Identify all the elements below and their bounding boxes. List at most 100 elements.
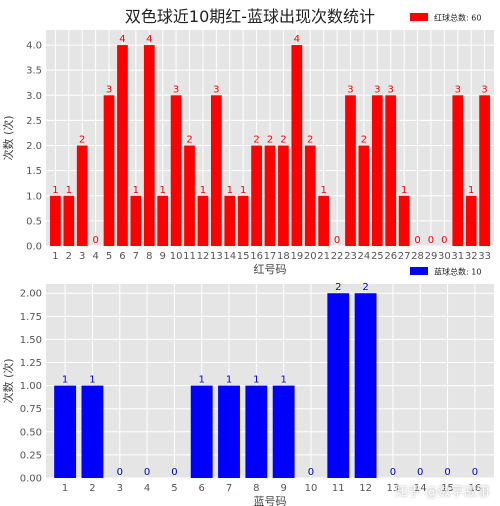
x-tick-label: 4: [144, 483, 150, 494]
y-tick-label: 1.50: [20, 335, 42, 346]
x-tick-label: 2: [66, 251, 72, 262]
bar-value-label: 3: [388, 84, 394, 95]
bar-value-label: 1: [160, 185, 166, 196]
bar: [218, 385, 240, 478]
x-axis-label: 红号码: [254, 263, 287, 276]
y-tick-label: 0.50: [20, 427, 42, 438]
bar-value-label: 3: [213, 84, 219, 95]
bar: [50, 195, 61, 246]
bar: [371, 95, 383, 246]
x-tick-label: 2: [89, 483, 95, 494]
chart-panel-2: 0.000.250.500.751.001.251.501.752.001112…: [1, 267, 494, 506]
x-tick-label: 28: [411, 251, 424, 262]
bar: [251, 145, 262, 246]
bar-value-label: 0: [390, 467, 396, 478]
x-tick-label: 19: [290, 251, 303, 262]
x-tick-label: 9: [160, 251, 166, 262]
bar-value-label: 4: [294, 34, 300, 45]
bar: [354, 293, 377, 478]
bar-value-label: 2: [361, 135, 367, 146]
x-tick-label: 4: [92, 251, 98, 262]
bar-value-label: 1: [199, 375, 205, 386]
bar: [143, 45, 155, 247]
bar-value-label: 1: [66, 185, 72, 196]
bar-value-label: 1: [89, 375, 95, 386]
x-tick-label: 24: [358, 251, 371, 262]
bar: [184, 145, 195, 246]
x-tick-label: 14: [414, 483, 427, 494]
legend-swatch: [410, 267, 428, 275]
bar-value-label: 2: [335, 282, 341, 293]
bar-value-label: 2: [186, 135, 192, 146]
bar: [170, 95, 182, 246]
bar-value-label: 1: [280, 375, 286, 386]
bar-value-label: 1: [320, 185, 326, 196]
bar: [76, 145, 88, 246]
x-tick-label: 29: [425, 251, 438, 262]
bar-value-label: 1: [253, 375, 259, 386]
bar: [157, 195, 169, 246]
y-tick-label: 0.75: [20, 404, 42, 415]
bar: [272, 385, 295, 478]
bar: [398, 195, 410, 246]
bar: [358, 145, 370, 246]
chart-panel-1: 0.00.51.01.52.02.53.03.54.01112230435461…: [1, 13, 494, 276]
bar-value-label: 0: [144, 467, 150, 478]
bar: [465, 195, 477, 246]
bar-value-label: 3: [455, 84, 461, 95]
x-tick-label: 16: [250, 251, 263, 262]
bar: [264, 145, 276, 246]
bar: [237, 195, 249, 246]
bar-value-label: 0: [334, 235, 340, 246]
bar: [291, 45, 303, 247]
bar-value-label: 1: [227, 185, 233, 196]
x-tick-label: 25: [371, 251, 384, 262]
bar-value-label: 0: [417, 467, 423, 478]
x-tick-label: 7: [133, 251, 139, 262]
x-tick-label: 26: [384, 251, 397, 262]
x-tick-label: 5: [106, 251, 112, 262]
y-tick-label: 1.25: [20, 358, 42, 369]
bar-value-label: 0: [414, 235, 420, 246]
figure-title: 双色球近10期红-蓝球出现次数统计: [124, 7, 376, 26]
bar-value-label: 0: [308, 467, 314, 478]
x-tick-label: 8: [146, 251, 152, 262]
bar-value-label: 3: [481, 84, 487, 95]
bar: [130, 195, 142, 246]
bar-value-label: 1: [226, 375, 232, 386]
bar: [117, 45, 128, 247]
bar-value-label: 1: [401, 185, 407, 196]
bar-value-label: 2: [253, 135, 259, 146]
x-axis-label: 蓝号码: [254, 495, 287, 506]
y-tick-label: 3.0: [26, 91, 42, 102]
x-tick-label: 30: [438, 251, 451, 262]
bar-value-label: 0: [171, 467, 177, 478]
x-tick-label: 7: [226, 483, 232, 494]
legend-swatch: [410, 13, 428, 21]
x-tick-label: 3: [79, 251, 85, 262]
bar-value-label: 3: [106, 84, 112, 95]
y-tick-label: 4.0: [26, 41, 42, 52]
bar: [197, 195, 209, 246]
x-tick-label: 17: [264, 251, 277, 262]
x-tick-label: 12: [197, 251, 210, 262]
y-tick-label: 0.25: [20, 450, 42, 461]
bar-value-label: 2: [362, 282, 368, 293]
y-tick-label: 2.5: [26, 116, 42, 127]
x-tick-label: 15: [441, 483, 454, 494]
bar: [63, 195, 75, 246]
x-tick-label: 18: [277, 251, 290, 262]
bar-value-label: 0: [441, 235, 447, 246]
x-tick-label: 20: [304, 251, 317, 262]
x-tick-label: 27: [398, 251, 411, 262]
bar-value-label: 4: [119, 34, 125, 45]
bar-value-label: 2: [280, 135, 286, 146]
bar: [224, 195, 236, 246]
y-tick-label: 2.0: [26, 141, 42, 152]
bar: [479, 95, 490, 246]
bar-value-label: 2: [307, 135, 313, 146]
bar-value-label: 1: [62, 375, 68, 386]
y-axis-label: 次数 (次): [1, 358, 15, 403]
x-tick-label: 11: [332, 483, 345, 494]
bar-value-label: 4: [146, 34, 152, 45]
